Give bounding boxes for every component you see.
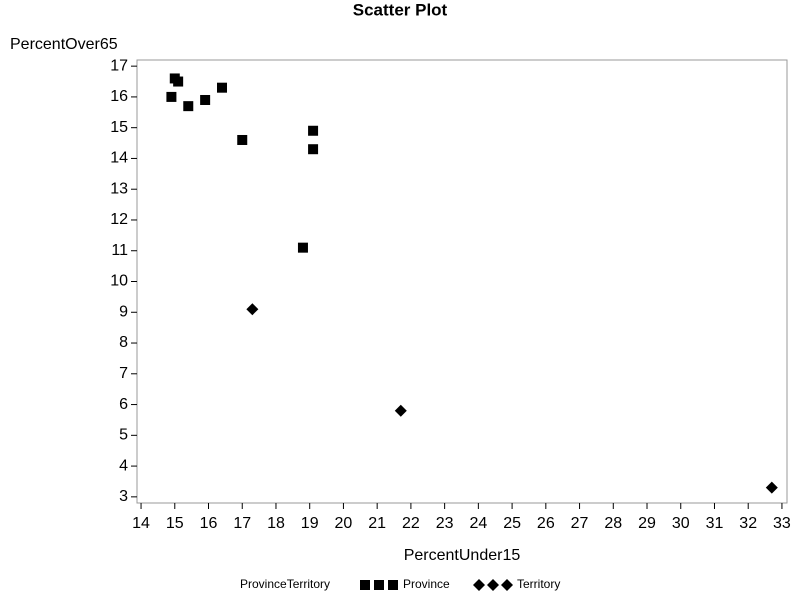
point: [173, 76, 184, 87]
x-tick-label: 23: [436, 515, 454, 532]
x-tick-label: 15: [166, 515, 184, 532]
x-tick-label: 31: [706, 515, 724, 532]
x-tick-label: 33: [773, 515, 791, 532]
y-tick-label: 5: [119, 427, 128, 444]
y-tick-label: 7: [119, 365, 128, 382]
x-tick-label: 22: [402, 515, 420, 532]
x-tick-label: 24: [469, 515, 487, 532]
y-tick-label: 15: [110, 119, 128, 136]
legend-marker: [501, 579, 513, 591]
y-tick-label: 14: [110, 150, 128, 167]
legend-label: Territory: [517, 577, 560, 591]
point: [217, 82, 228, 93]
x-tick-label: 14: [132, 515, 150, 532]
x-tick-label: 16: [200, 515, 218, 532]
y-tick-label: 6: [119, 396, 128, 413]
x-tick-label: 20: [335, 515, 353, 532]
y-tick-label: 17: [110, 57, 128, 74]
point: [166, 91, 177, 102]
y-tick-label: 3: [119, 488, 128, 505]
legend-marker: [473, 579, 485, 591]
point: [297, 242, 308, 253]
x-axis-label: PercentUnder15: [404, 547, 521, 564]
x-tick-label: 29: [638, 515, 656, 532]
y-tick-label: 9: [119, 303, 128, 320]
x-tick-label: 28: [604, 515, 622, 532]
legend-marker: [388, 580, 398, 590]
legend-marker: [360, 580, 370, 590]
legend-marker: [374, 580, 384, 590]
y-tick-label: 11: [111, 242, 128, 259]
x-tick-label: 25: [503, 515, 521, 532]
y-tick-label: 13: [110, 180, 128, 197]
x-tick-label: 18: [267, 515, 285, 532]
x-tick-label: 26: [537, 515, 555, 532]
y-tick-label: 4: [119, 457, 128, 474]
point: [394, 404, 407, 417]
point: [246, 303, 259, 316]
point: [237, 134, 248, 145]
point: [308, 125, 319, 136]
legend-label: Province: [403, 577, 450, 591]
y-axis-label: PercentOver65: [10, 36, 118, 53]
x-tick-label: 32: [739, 515, 757, 532]
chart-title: Scatter Plot: [353, 0, 448, 19]
point: [308, 144, 319, 155]
legend-marker: [487, 579, 499, 591]
point: [765, 481, 778, 494]
y-tick-label: 12: [110, 211, 128, 228]
x-tick-label: 19: [301, 515, 319, 532]
legend-title: ProvinceTerritory: [240, 577, 330, 591]
y-tick-label: 10: [110, 273, 128, 290]
x-tick-label: 30: [672, 515, 690, 532]
y-tick-label: 8: [119, 334, 128, 351]
x-tick-label: 17: [233, 515, 251, 532]
x-tick-label: 27: [571, 515, 589, 532]
y-tick-label: 16: [110, 88, 128, 105]
x-tick-label: 21: [368, 515, 386, 532]
point: [183, 101, 194, 112]
point: [200, 94, 211, 105]
